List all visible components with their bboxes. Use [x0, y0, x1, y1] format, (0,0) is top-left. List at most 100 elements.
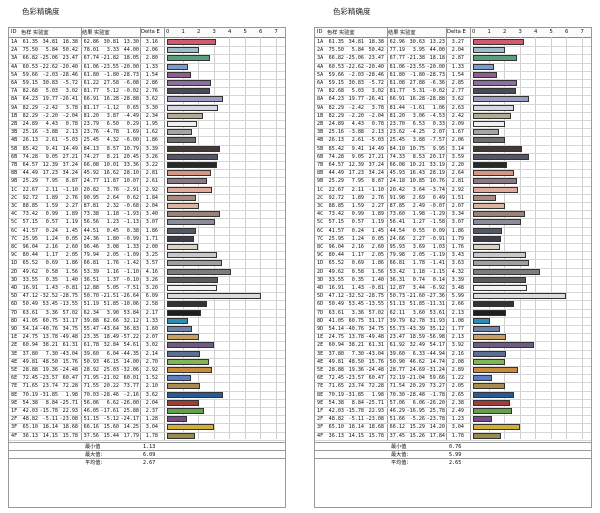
left-cell-s2: 3.36 — [45, 309, 58, 316]
left-cell-r3: -1.09 — [123, 252, 139, 259]
left-cell-r3: 0.29 — [126, 121, 139, 127]
right-cell-r1: 46.29 — [389, 408, 405, 414]
table-row: 8E 70.19 -31.85 1.98 70.03 -28.46 -2.16 3.62 — [9, 391, 285, 400]
right-cell-s3: 37.24 — [368, 162, 384, 168]
left-cell-r3: 54.61 — [123, 342, 139, 349]
left-cell-id: 9B — [11, 178, 18, 185]
table-row: 6B 74.28 9.05 27.21 74.27 8.21 20.45 3.26 — [9, 153, 285, 162]
right-cell-id: 4E — [317, 358, 324, 365]
right-cell-de: 3.14 — [451, 145, 464, 152]
right-cell-r3: -28.73 — [426, 71, 445, 78]
right-cell-s1: 26.13 — [328, 137, 344, 144]
right-cell-r1: 39.79 — [389, 317, 405, 324]
left-cell-s3: -20.40 — [59, 63, 78, 70]
left-chart-gridline — [275, 37, 277, 439]
right-cell-s1: 25.29 — [328, 178, 344, 185]
left-cell-s3: 72.28 — [62, 383, 78, 390]
left-cell-id: 5A — [11, 71, 18, 78]
left-cell-s3: 1.86 — [65, 260, 78, 267]
left-delta-e-bar — [167, 252, 218, 259]
right-delta-e-bar — [473, 399, 510, 406]
right-cell-s3: -49.48 — [365, 334, 384, 341]
right-cell-s2: 2.11 — [351, 186, 364, 193]
left-cell-s3: 15.78 — [62, 432, 78, 439]
left-cell-s1: 85.42 — [22, 145, 38, 152]
right-delta-e-bar — [473, 153, 529, 160]
right-cell-r1: 45.93 — [389, 170, 405, 177]
left-cell-r1: 36.51 — [83, 276, 99, 283]
left-cell-id: 3E — [11, 350, 18, 357]
table-row: 9C 80.44 1.17 2.05 79.94 2.05 -1.09 3.25 — [9, 251, 285, 261]
right-cell-s3: -0.81 — [368, 285, 384, 291]
table-row: 6A 59.15 30.83 -5.72 61.22 27.58 -6.08 2.86 — [9, 79, 285, 89]
right-cell-id: 6E — [317, 375, 324, 382]
right-cell-s3: 57.02 — [368, 309, 384, 316]
left-cell-s3: 1.89 — [65, 211, 78, 218]
left-cell-s1: 22.67 — [22, 186, 38, 193]
left-cell-de: 2.07 — [145, 334, 158, 341]
left-cell-s1: 60.53 — [22, 63, 38, 70]
right-delta-e-bar — [473, 194, 497, 201]
right-scale-tick-3: 3 — [518, 29, 522, 35]
right-column-separator — [446, 28, 447, 440]
right-cell-s1: 25.95 — [328, 235, 344, 242]
left-cell-id: 4B — [11, 137, 18, 144]
left-cell-r2: 3.76 — [106, 186, 119, 193]
table-row: 4F 36.13 14.15 15.78 37.45 15.26 17.84 1.78 — [315, 432, 591, 441]
left-cell-r1: 81.77 — [83, 88, 99, 95]
right-cell-r2: -28.48 — [406, 391, 425, 398]
left-cell-s3: -49.48 — [59, 334, 78, 341]
left-cell-r2: 6.04 — [106, 350, 119, 357]
right-delta-e-bar — [473, 235, 501, 242]
right-cell-de: 3.04 — [451, 424, 464, 431]
left-cell-id: 9D — [11, 326, 18, 332]
right-cell-r2: 6.53 — [412, 121, 425, 127]
right-cell-r3: -1.78 — [429, 391, 445, 398]
right-cell-r1: 61.06 — [389, 63, 405, 70]
left-cell-de: 6.09 — [145, 293, 158, 300]
table-row: 4B 26.13 2.61 -5.03 25.45 4.32 -6.00 1.86 — [9, 136, 285, 146]
left-delta-e-bar — [167, 317, 188, 324]
left-cell-r1: 87.81 — [83, 203, 99, 209]
right-cell-s3: -43.04 — [365, 350, 384, 357]
right-cell-s2: 2.16 — [351, 244, 364, 250]
right-cell-r2: 3.95 — [412, 47, 425, 54]
right-cell-s2: -23.57 — [345, 375, 364, 382]
left-cell-r3: 0.65 — [126, 104, 139, 111]
right-cell-r1: 87.85 — [389, 203, 405, 209]
right-cell-id: 4C — [317, 211, 324, 218]
table-row: 1D 65.52 0.69 1.86 66.81 1.78 -1.41 3.63 — [315, 259, 591, 269]
left-cell-s1: 24.75 — [22, 334, 38, 341]
left-cell-s3: 8.87 — [65, 178, 78, 185]
table-row: 7E 71.65 23.74 72.28 71.55 20.22 73.77 2.10 — [9, 382, 285, 392]
left-cell-s2: -15.78 — [39, 408, 58, 414]
table-row: 9D 54.14 -40.76 34.75 55.47 -43.64 36.83 1.60 — [9, 325, 285, 335]
left-cell-s1: 54.14 — [22, 326, 38, 332]
left-cell-s2: 48.50 — [42, 358, 58, 365]
left-cell-id: 1D — [11, 260, 18, 267]
left-cell-r2: 11.87 — [103, 178, 119, 185]
right-cell-s1: 42.03 — [328, 408, 344, 414]
left-cell-r2: 1.76 — [106, 260, 119, 267]
left-cell-s2: 0.57 — [45, 219, 58, 226]
right-cell-s2: 1.89 — [351, 194, 364, 201]
right-cell-s1: 61.35 — [328, 39, 344, 45]
right-cell-de: 5.99 — [451, 293, 464, 300]
right-cell-id: 7C — [317, 235, 324, 242]
left-cell-r1: 61.22 — [83, 80, 99, 86]
left-cell-r1: 23.79 — [83, 121, 99, 127]
right-cell-s1: 73.42 — [328, 211, 344, 218]
left-cell-s3: 60.47 — [62, 375, 78, 382]
right-scale-tick-1: 1 — [487, 29, 491, 35]
left-cell-r3: -28.88 — [120, 96, 139, 103]
right-chart-gridline — [566, 37, 567, 439]
left-cell-r1: 71.95 — [83, 375, 99, 382]
left-delta-e-bar — [167, 383, 200, 390]
left-cell-r2: -1.12 — [103, 104, 119, 111]
right-cell-de: 3.43 — [451, 252, 464, 259]
right-cell-de: 2.64 — [451, 170, 464, 177]
left-delta-e-bar — [167, 211, 220, 218]
left-cell-s2: 60.75 — [42, 317, 58, 324]
left-column-separator — [81, 28, 82, 440]
right-delta-e-bar — [473, 301, 515, 308]
